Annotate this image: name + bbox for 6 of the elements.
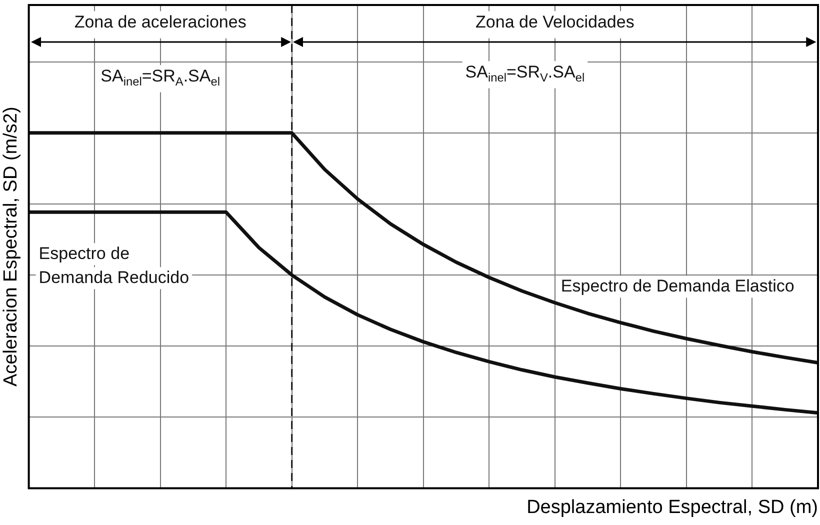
- y-axis-title: Aceleracion Espectral, SD (m/s2): [0, 106, 22, 387]
- series-label: Espectro de Demanda Reducido: [38, 244, 190, 287]
- x-axis-title: Desplazamiento Espectral, SD (m): [526, 496, 818, 518]
- text: Zona de Velocidades: [476, 12, 634, 32]
- series-label: Espectro de Demanda Elastico: [560, 276, 794, 296]
- text: Zona de aceleraciones: [74, 12, 246, 32]
